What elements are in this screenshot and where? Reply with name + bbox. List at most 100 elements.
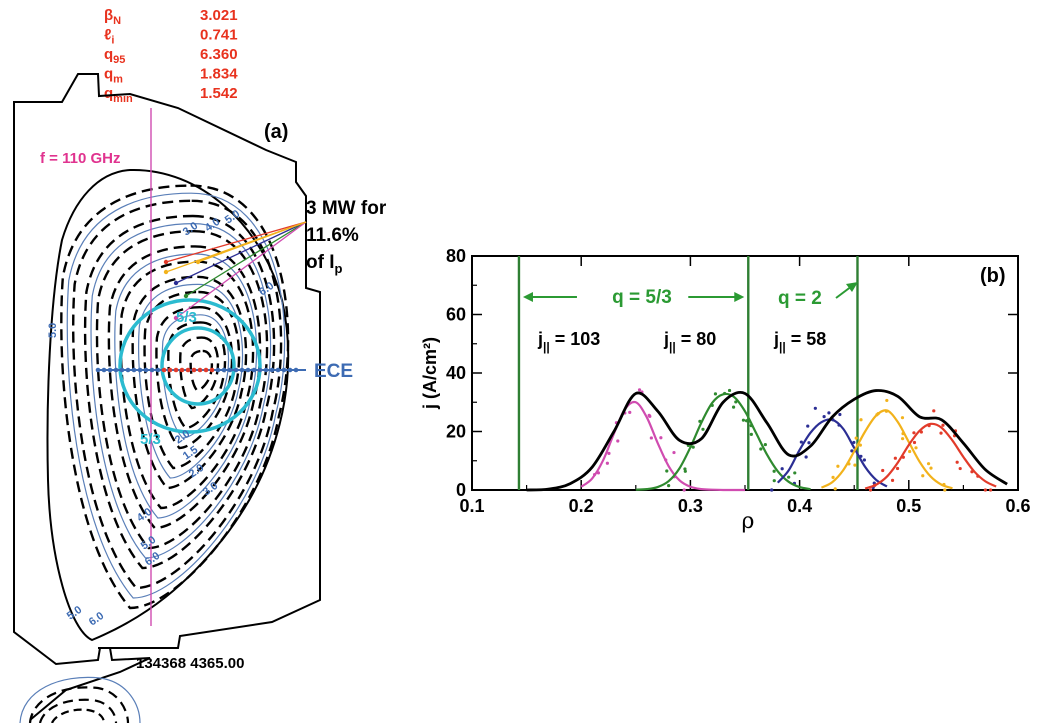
measurement-point [955, 460, 959, 464]
measurement-point [885, 398, 889, 403]
ece-channel [251, 367, 257, 373]
measurement-point [787, 475, 791, 479]
measurement-point [858, 443, 862, 447]
ec-beam [175, 221, 307, 319]
ece-channel [281, 367, 287, 373]
ec-beam-deposition [163, 259, 169, 265]
ece-channel [275, 367, 281, 373]
ece-channel [221, 367, 227, 373]
measurement-point [683, 467, 687, 471]
x-tick-label: 0.5 [896, 496, 921, 516]
contour-label: 5.0 [47, 323, 59, 338]
q-contour [90, 222, 272, 559]
ece-channel [167, 367, 173, 373]
flux-surface [95, 229, 269, 550]
param-value: 1.834 [200, 66, 238, 83]
ec-beam [197, 221, 307, 263]
ec-beam [185, 221, 307, 297]
contour-label: 6.0 [143, 550, 162, 569]
measurement-point [659, 436, 663, 440]
measurement-point [939, 431, 943, 435]
ece-channel [101, 367, 107, 373]
ec-beams [163, 221, 307, 321]
contour-label: 4.0 [203, 216, 222, 235]
measurement-point [769, 488, 774, 492]
ece-channels [95, 367, 299, 373]
measurement-point [989, 488, 993, 492]
measurement-point [895, 466, 900, 471]
param-label: qmin [104, 85, 133, 105]
measurement-point [713, 392, 718, 396]
ece-channel [137, 367, 143, 373]
ec-beam-deposition [173, 280, 179, 286]
plot-frame [471, 255, 1019, 491]
param-label: q95 [104, 46, 125, 66]
measurement-point [868, 488, 873, 492]
vessel-wall [13, 73, 321, 666]
ece-channel [191, 367, 197, 373]
x-axis-label: ρ [742, 509, 755, 534]
measurement-point [943, 488, 947, 492]
measurement-point [921, 474, 925, 478]
ec-power-line3: of Ip [306, 252, 343, 276]
flux-surface [72, 199, 283, 590]
param-value: 0.741 [200, 27, 238, 44]
ec-beam-deposition [195, 259, 201, 265]
flux-surface [179, 336, 220, 410]
ec-beam [175, 221, 307, 284]
series-pink-line [580, 400, 745, 492]
measurement-point [853, 463, 857, 467]
frequency-label: f = 110 GHz [40, 150, 120, 167]
measurement-point [926, 462, 931, 466]
parameter-table: βN 3.021 ℓi 0.741 q95 6.360 qm 1.834 qmin 1.542 [104, 7, 238, 105]
q53-label-lower: 5/3 [140, 431, 161, 448]
measurement-point [683, 469, 687, 473]
current-density-chart: 0.1 0.2 0.3 0.4 0.5 0.6 0 20 40 60 80 ρ j (A/cm²) (b)… [420, 246, 1031, 534]
ece-channel [287, 367, 293, 373]
ece-channel [155, 367, 161, 373]
ec-beam-deposition [183, 293, 189, 299]
measurement-point [607, 451, 611, 455]
separatrix [46, 168, 290, 642]
flux-surface [83, 214, 276, 570]
measurement-point [628, 410, 632, 414]
j-parallel-label: j|| = 80 [663, 329, 716, 354]
series-gold-line [820, 409, 953, 490]
ece-channel [209, 367, 215, 373]
measurement-point [744, 419, 749, 423]
measurement-point [831, 475, 835, 479]
q53-surface-inner [160, 326, 236, 406]
equilibrium-panel: 3.0 4.0 5.06.02.01.52.03.04.05.06.05.0 6.05… [13, 73, 387, 723]
measurement-point [958, 466, 962, 471]
q-contours [66, 192, 286, 599]
param-label: qm [104, 66, 123, 86]
measurement-point [734, 400, 738, 404]
measurement-point [749, 432, 753, 436]
measurement-point [852, 440, 856, 445]
ece-channel [269, 367, 275, 373]
y-axis-label: j (A/cm²) [420, 337, 440, 410]
measurement-point [983, 488, 987, 492]
measurement-point [647, 413, 651, 417]
panel-a-tag: (a) [264, 121, 288, 143]
ece-channel [227, 367, 233, 373]
param-label: βN [104, 7, 121, 27]
param-value: 3.021 [200, 7, 238, 24]
series-black-line [526, 389, 1008, 492]
param-label: ℓi [104, 27, 114, 47]
measurement-point [763, 442, 767, 447]
j-parallel-label: j|| = 103 [537, 329, 600, 354]
ec-beam-deposition [173, 315, 179, 321]
x-tick-label: 0.1 [459, 496, 484, 516]
measurement-point [772, 469, 776, 473]
measurement-point [807, 441, 811, 445]
ece-channel [197, 367, 203, 373]
q-contour [137, 283, 244, 479]
param-value: 1.542 [200, 85, 238, 102]
x-tick-label: 0.6 [1005, 496, 1030, 516]
ece-channel [173, 367, 179, 373]
measurement-point [836, 464, 840, 468]
measurement-point [667, 484, 671, 488]
q2-arrowhead [846, 282, 858, 292]
ece-channel [185, 367, 191, 373]
